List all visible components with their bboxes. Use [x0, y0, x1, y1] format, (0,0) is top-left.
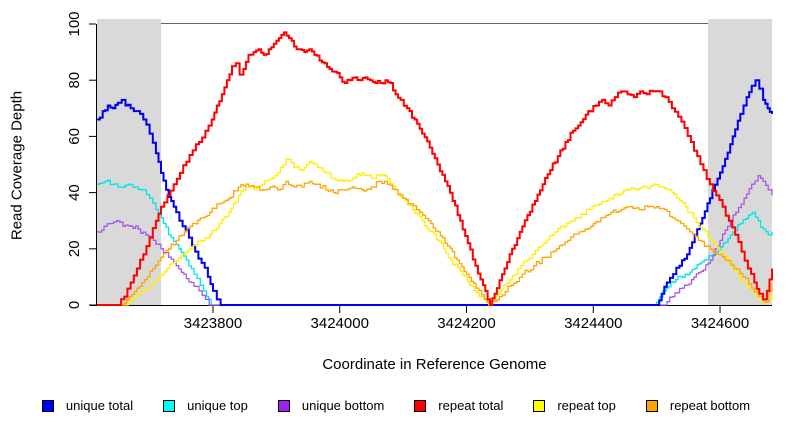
x-tick-label: 3424600 — [691, 315, 749, 332]
series-line-repeat-bottom — [97, 180, 773, 306]
y-tick-label: 60 — [66, 128, 83, 145]
y-tick-label: 20 — [66, 240, 83, 257]
legend: unique total unique top unique bottom repea… — [0, 398, 792, 413]
legend-swatch-icon — [533, 399, 546, 412]
legend-label: unique top — [187, 398, 248, 413]
legend-swatch-icon — [645, 399, 658, 412]
legend-swatch-icon — [41, 399, 54, 412]
x-tick-label: 3424200 — [437, 315, 495, 332]
y-tick-label: 100 — [66, 11, 83, 36]
legend-item-repeat-top: repeat top — [533, 398, 616, 413]
legend-label: repeat top — [557, 398, 616, 413]
legend-swatch-icon — [163, 399, 176, 412]
legend-label: unique total — [65, 398, 134, 413]
shaded-region-0 — [97, 19, 162, 305]
y-tick-label: 40 — [66, 184, 83, 201]
legend-swatch-icon — [414, 399, 427, 412]
legend-item-unique-top: unique top — [163, 398, 248, 413]
x-axis-title: Coordinate in Reference Genome — [322, 356, 547, 373]
x-tick-label: 3423800 — [184, 315, 242, 332]
legend-item-unique-bottom: unique bottom — [277, 398, 385, 413]
y-axis-title: Read Coverage Depth — [8, 90, 26, 241]
x-tick-label: 3424400 — [564, 315, 622, 332]
legend-label: repeat total — [438, 398, 504, 413]
legend-label: unique bottom — [301, 398, 385, 413]
series-line-repeat-top — [97, 158, 773, 306]
shaded-region-1 — [707, 19, 772, 305]
series-line-unique-total — [97, 79, 773, 306]
legend-item-unique-total: unique total — [41, 398, 134, 413]
legend-item-repeat-bottom: repeat bottom — [645, 398, 751, 413]
legend-label: repeat bottom — [669, 398, 751, 413]
series-line-repeat-total — [97, 31, 773, 306]
y-tick-label: 0 — [66, 301, 83, 309]
x-tick-label: 3424000 — [311, 315, 369, 332]
legend-item-repeat-total: repeat total — [414, 398, 503, 413]
legend-swatch-icon — [277, 399, 290, 412]
y-tick-label: 80 — [66, 72, 83, 89]
